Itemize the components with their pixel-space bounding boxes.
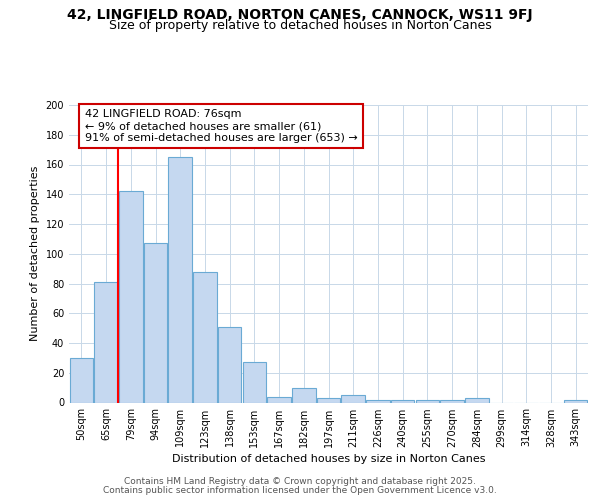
Text: Contains public sector information licensed under the Open Government Licence v3: Contains public sector information licen… [103,486,497,495]
Bar [292,388,316,402]
Text: 42, LINGFIELD ROAD, NORTON CANES, CANNOCK, WS11 9FJ: 42, LINGFIELD ROAD, NORTON CANES, CANNOC… [67,8,533,22]
Bar [366,400,389,402]
Y-axis label: Number of detached properties: Number of detached properties [30,166,40,342]
Bar [391,400,415,402]
Bar [341,395,365,402]
Bar [242,362,266,403]
Bar [564,400,587,402]
Bar [144,244,167,402]
Text: Contains HM Land Registry data © Crown copyright and database right 2025.: Contains HM Land Registry data © Crown c… [124,477,476,486]
Bar [465,398,488,402]
Bar [70,358,93,403]
Bar [440,400,464,402]
Bar [218,326,241,402]
Bar [268,396,291,402]
Text: Size of property relative to detached houses in Norton Canes: Size of property relative to detached ho… [109,19,491,32]
Bar [193,272,217,402]
Bar [119,192,143,402]
Bar [94,282,118,403]
Bar [416,400,439,402]
Text: 42 LINGFIELD ROAD: 76sqm
← 9% of detached houses are smaller (61)
91% of semi-de: 42 LINGFIELD ROAD: 76sqm ← 9% of detache… [85,110,358,142]
Bar [169,157,192,402]
X-axis label: Distribution of detached houses by size in Norton Canes: Distribution of detached houses by size … [172,454,485,464]
Bar [317,398,340,402]
